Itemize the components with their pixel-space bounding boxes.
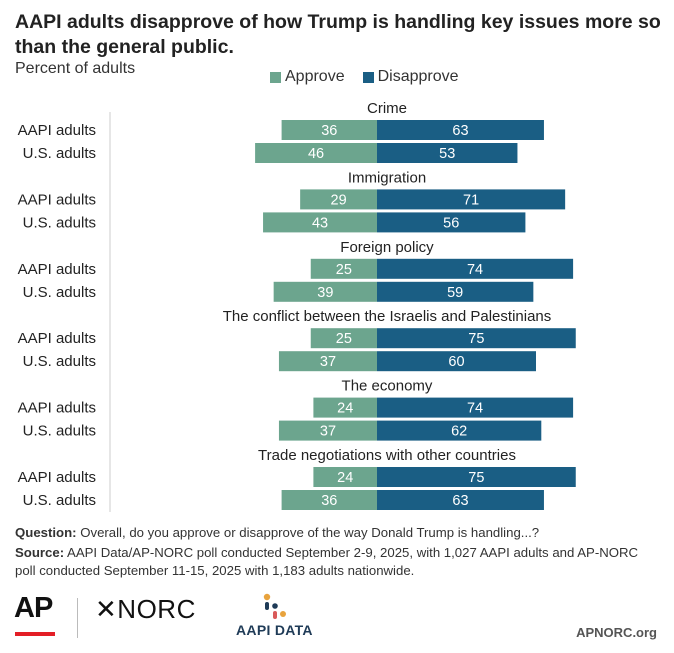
topic-label: The economy [342,378,433,395]
bar-approve [281,120,377,140]
bar-disapprove [377,351,536,372]
value-label-approve: 24 [337,401,353,417]
norc-logo-text: NORC [117,594,196,624]
aapi-data-logo: AAPI DATA [236,592,326,642]
value-label-approve: 37 [320,424,336,440]
row-label: U.S. adults [23,214,96,231]
value-label-disapprove: 75 [468,470,484,486]
value-label-disapprove: 74 [467,262,483,278]
topic-label: Immigration [348,169,426,186]
bar-disapprove [377,143,518,163]
value-label-disapprove: 53 [439,146,455,162]
legend-label-approve: Approve [285,68,345,85]
bar-approve [278,420,377,441]
bar-approve [313,467,377,487]
question-label: Question: [15,525,77,540]
footer-divider [77,598,78,638]
value-label-disapprove: 56 [443,215,459,231]
bar-disapprove [377,328,576,349]
approval-chart: Crime AAPI adults 36 63 U.S. adults 46 53 Immig… [18,100,576,512]
bar-approve [281,490,377,510]
legend-item-approve: Approve [270,68,345,86]
bar-approve [263,212,377,233]
value-label-approve: 25 [336,262,352,278]
bar-disapprove [377,120,544,140]
bar-approve [273,281,377,302]
value-label-disapprove: 63 [452,123,468,139]
ap-logo-underline [15,632,55,636]
value-label-approve: 36 [321,123,337,139]
value-label-disapprove: 60 [448,354,464,370]
bar-disapprove [377,212,526,233]
legend: Approve Disapprove [270,68,477,86]
bar-disapprove [377,189,566,210]
legend-swatch-approve [270,71,281,83]
topic-label: Crime [367,100,407,117]
aapi-data-mark-icon [263,593,286,619]
bar-disapprove [377,490,544,510]
source-text: AAPI Data/AP-NORC poll conducted Septemb… [15,545,639,578]
bar-disapprove [377,467,576,487]
source-label: Source: [15,545,65,560]
bar-approve [313,397,377,418]
legend-swatch-disapprove [362,71,374,83]
chart-notes: Question: Overall, do you approve or dis… [15,524,660,582]
value-label-approve: 39 [317,285,333,301]
ap-logo: AP [14,592,55,636]
value-label-disapprove: 59 [447,285,463,301]
value-label-approve: 46 [308,146,324,162]
bar-approve [278,351,377,372]
norc-star-icon: ✕ [95,594,118,624]
row-label: U.S. adults [23,492,96,509]
row-label: AAPI adults [18,469,96,486]
bar-disapprove [377,281,534,302]
value-label-approve: 25 [336,331,352,347]
site-url: APNORC.org [576,625,657,640]
value-label-disapprove: 63 [452,493,468,509]
bar-disapprove [377,258,574,279]
topic-label: The conflict between the Israelis and Pa… [223,308,552,325]
row-label: AAPI adults [18,400,96,417]
bar-approve [310,328,377,349]
topic-label: Foreign policy [340,239,434,256]
row-label: U.S. adults [23,423,96,440]
question-note: Question: Overall, do you approve or dis… [15,524,660,542]
value-label-approve: 24 [337,470,353,486]
aapi-data-logo-text: AAPI DATA [236,622,313,638]
legend-item-disapprove: Disapprove [362,68,459,86]
value-label-approve: 37 [320,354,336,370]
row-label: AAPI adults [18,261,96,278]
value-label-disapprove: 71 [463,192,479,208]
row-label: AAPI adults [18,191,96,208]
question-text: Overall, do you approve or disapprove of… [80,525,540,540]
value-label-disapprove: 75 [468,331,484,347]
value-label-disapprove: 74 [467,401,483,417]
bar-disapprove [377,397,574,418]
bar-approve [310,258,377,279]
bar-disapprove [377,420,542,441]
value-label-disapprove: 62 [451,424,467,440]
source-note: Source: AAPI Data/AP-NORC poll conducted… [15,544,660,580]
bar-approve [300,189,377,210]
chart-subtitle: Percent of adults [15,60,136,77]
row-label: AAPI adults [18,330,96,347]
value-label-approve: 29 [331,192,347,208]
topic-label: Trade negotiations with other countries [258,447,516,464]
bar-approve [255,143,377,163]
value-label-approve: 43 [312,215,328,231]
row-label: AAPI adults [18,122,96,139]
value-label-approve: 36 [321,493,337,509]
row-label: U.S. adults [23,145,96,162]
row-label: U.S. adults [23,284,96,301]
norc-logo: ✕NORC [95,594,196,625]
legend-label-disapprove: Disapprove [377,68,459,85]
chart-title: AAPI adults disapprove of how Trump is h… [15,11,661,58]
ap-logo-text: AP [14,592,53,624]
row-label: U.S. adults [23,353,96,370]
